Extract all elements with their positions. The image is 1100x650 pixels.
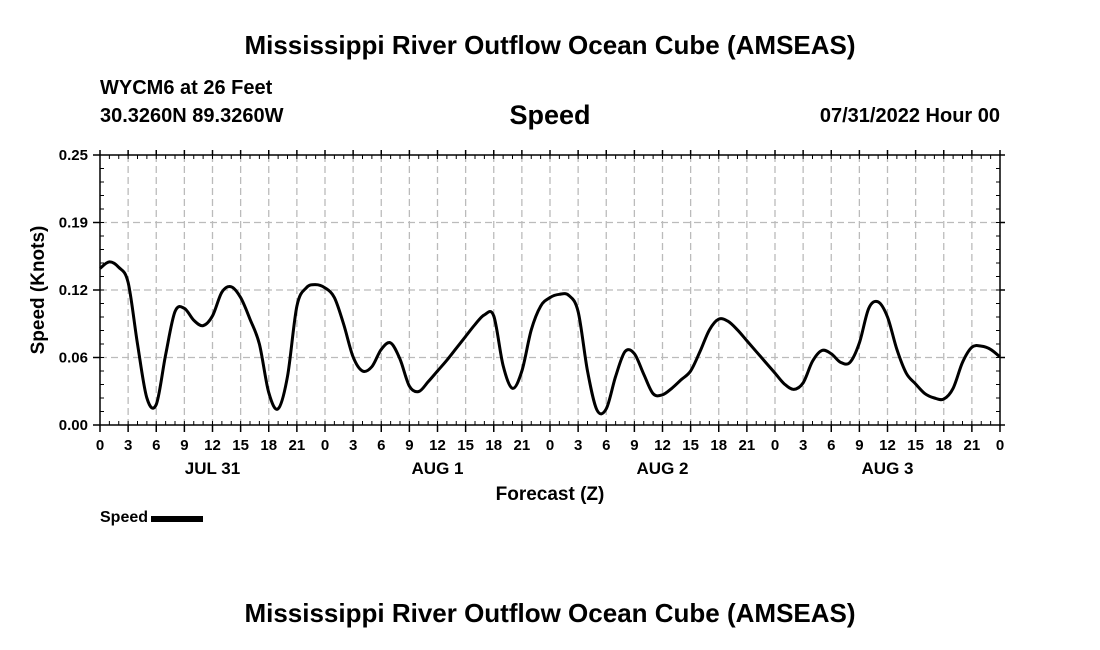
coordinates-label: 30.3260N 89.3260W bbox=[100, 105, 284, 127]
x-tick-label: 3 bbox=[124, 437, 132, 454]
x-tick-label: 6 bbox=[827, 437, 835, 454]
x-tick-label: 15 bbox=[907, 437, 924, 454]
x-tick-label: 18 bbox=[485, 437, 502, 454]
day-label: AUG 2 bbox=[637, 459, 689, 478]
station-label: WYCM6 at 26 Feet bbox=[100, 77, 273, 99]
x-tick-label: 18 bbox=[260, 437, 277, 454]
y-tick-label: 0.12 bbox=[59, 282, 88, 299]
y-tick-label: 0.06 bbox=[59, 350, 88, 367]
x-tick-label: 12 bbox=[204, 437, 221, 454]
x-tick-label: 0 bbox=[546, 437, 554, 454]
chart-title-top: Mississippi River Outflow Ocean Cube (AM… bbox=[244, 30, 856, 60]
x-tick-label: 0 bbox=[321, 437, 329, 454]
x-tick-label: 18 bbox=[935, 437, 952, 454]
x-tick-label: 21 bbox=[514, 437, 531, 454]
x-tick-label: 21 bbox=[964, 437, 981, 454]
x-tick-label: 18 bbox=[710, 437, 727, 454]
y-tick-label: 0.25 bbox=[59, 147, 88, 164]
x-tick-label: 9 bbox=[180, 437, 188, 454]
datetime-label: 07/31/2022 Hour 00 bbox=[819, 105, 1000, 127]
x-tick-label: 21 bbox=[289, 437, 306, 454]
x-tick-label: 0 bbox=[996, 437, 1004, 454]
x-tick-label: 15 bbox=[232, 437, 249, 454]
x-tick-label: 9 bbox=[405, 437, 413, 454]
day-label: AUG 1 bbox=[412, 459, 464, 478]
x-tick-label: 12 bbox=[429, 437, 446, 454]
x-axis-label: Forecast (Z) bbox=[496, 484, 605, 505]
x-tick-label: 6 bbox=[377, 437, 385, 454]
legend-swatch-speed bbox=[151, 516, 204, 522]
x-tick-label: 9 bbox=[855, 437, 863, 454]
plot-frame bbox=[99, 154, 1001, 426]
series-line-speed bbox=[99, 260, 1001, 416]
x-tick-label: 9 bbox=[630, 437, 638, 454]
day-label: JUL 31 bbox=[185, 459, 240, 478]
x-tick-label: 15 bbox=[457, 437, 474, 454]
chart-title-bottom: Mississippi River Outflow Ocean Cube (AM… bbox=[244, 598, 856, 628]
x-tick-label: 0 bbox=[96, 437, 104, 454]
x-tick-label: 6 bbox=[602, 437, 610, 454]
x-tick-label: 15 bbox=[682, 437, 699, 454]
x-tick-label: 6 bbox=[152, 437, 160, 454]
legend: Speed bbox=[100, 509, 204, 527]
day-label: AUG 3 bbox=[862, 459, 914, 478]
x-tick-label: 12 bbox=[654, 437, 671, 454]
y-tick-label: 0.00 bbox=[59, 417, 88, 434]
x-tick-label: 21 bbox=[739, 437, 756, 454]
y-axis-label: Speed (Knots) bbox=[28, 226, 49, 355]
y-tick-label: 0.19 bbox=[59, 215, 88, 232]
legend-label-speed: Speed bbox=[100, 509, 149, 526]
x-tick-label: 3 bbox=[349, 437, 357, 454]
x-tick-label: 3 bbox=[574, 437, 582, 454]
x-tick-label: 0 bbox=[771, 437, 779, 454]
x-tick-label: 12 bbox=[879, 437, 896, 454]
plot-title: Speed bbox=[509, 100, 591, 130]
x-tick-label: 3 bbox=[799, 437, 807, 454]
